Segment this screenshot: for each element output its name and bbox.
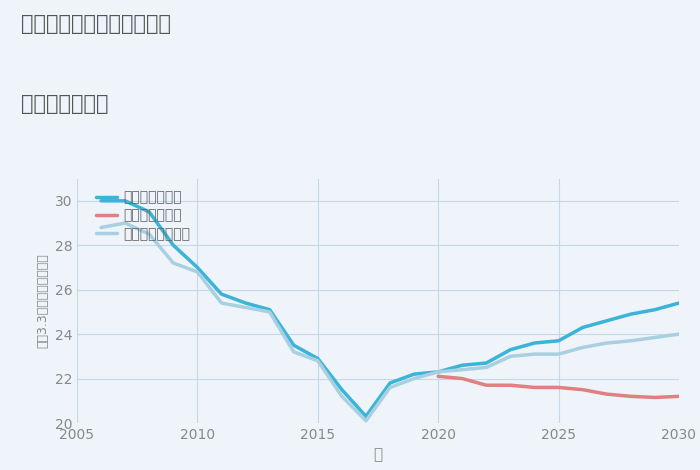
バッドシナリオ: [578, 387, 587, 392]
グッドシナリオ: [217, 291, 225, 297]
グッドシナリオ: [97, 198, 105, 204]
ノーマルシナリオ: [554, 351, 563, 357]
グッドシナリオ: [458, 362, 466, 368]
Legend: グッドシナリオ, バッドシナリオ, ノーマルシナリオ: グッドシナリオ, バッドシナリオ, ノーマルシナリオ: [96, 190, 191, 241]
Text: 土地の価格推移: 土地の価格推移: [21, 94, 108, 114]
グッドシナリオ: [337, 387, 346, 392]
ノーマルシナリオ: [482, 365, 491, 370]
ノーマルシナリオ: [578, 345, 587, 350]
ノーマルシナリオ: [265, 309, 274, 315]
バッドシナリオ: [482, 383, 491, 388]
ノーマルシナリオ: [531, 351, 539, 357]
グッドシナリオ: [145, 209, 153, 215]
ノーマルシナリオ: [169, 260, 178, 266]
X-axis label: 年: 年: [373, 447, 383, 462]
グッドシナリオ: [362, 414, 370, 419]
ノーマルシナリオ: [626, 338, 635, 344]
グッドシナリオ: [290, 343, 298, 348]
バッドシナリオ: [626, 393, 635, 399]
グッドシナリオ: [626, 311, 635, 317]
ノーマルシナリオ: [145, 231, 153, 237]
グッドシナリオ: [482, 360, 491, 366]
グッドシナリオ: [531, 340, 539, 346]
ノーマルシナリオ: [337, 393, 346, 399]
バッドシナリオ: [458, 376, 466, 381]
Line: グッドシナリオ: グッドシナリオ: [101, 201, 679, 416]
バッドシナリオ: [603, 392, 611, 397]
グッドシナリオ: [241, 300, 250, 306]
バッドシナリオ: [434, 374, 442, 379]
Text: 兵庫県豊岡市但東町出合の: 兵庫県豊岡市但東町出合の: [21, 14, 171, 34]
バッドシナリオ: [531, 384, 539, 390]
グッドシナリオ: [314, 356, 322, 361]
グッドシナリオ: [121, 198, 130, 204]
ノーマルシナリオ: [410, 376, 419, 381]
バッドシナリオ: [506, 383, 514, 388]
ノーマルシナリオ: [314, 358, 322, 364]
Y-axis label: 坪（3.3㎡）単価（万円）: 坪（3.3㎡）単価（万円）: [36, 253, 49, 348]
バッドシナリオ: [651, 395, 659, 400]
ノーマルシナリオ: [458, 367, 466, 373]
グッドシナリオ: [578, 325, 587, 330]
グッドシナリオ: [434, 369, 442, 375]
バッドシナリオ: [554, 384, 563, 390]
グッドシナリオ: [506, 347, 514, 352]
バッドシナリオ: [675, 393, 683, 399]
ノーマルシナリオ: [193, 269, 202, 275]
ノーマルシナリオ: [362, 418, 370, 423]
ノーマルシナリオ: [434, 369, 442, 375]
グッドシナリオ: [386, 380, 394, 386]
グッドシナリオ: [675, 300, 683, 306]
グッドシナリオ: [193, 265, 202, 270]
ノーマルシナリオ: [386, 384, 394, 390]
グッドシナリオ: [554, 338, 563, 344]
ノーマルシナリオ: [290, 349, 298, 355]
グッドシナリオ: [651, 307, 659, 313]
ノーマルシナリオ: [241, 305, 250, 310]
グッドシナリオ: [410, 371, 419, 377]
ノーマルシナリオ: [603, 340, 611, 346]
Line: バッドシナリオ: バッドシナリオ: [438, 376, 679, 398]
ノーマルシナリオ: [121, 220, 130, 226]
ノーマルシナリオ: [97, 225, 105, 230]
グッドシナリオ: [265, 307, 274, 313]
Line: ノーマルシナリオ: ノーマルシナリオ: [101, 223, 679, 421]
グッドシナリオ: [603, 318, 611, 324]
ノーマルシナリオ: [651, 335, 659, 340]
ノーマルシナリオ: [675, 331, 683, 337]
グッドシナリオ: [169, 243, 178, 248]
ノーマルシナリオ: [506, 353, 514, 359]
ノーマルシナリオ: [217, 300, 225, 306]
